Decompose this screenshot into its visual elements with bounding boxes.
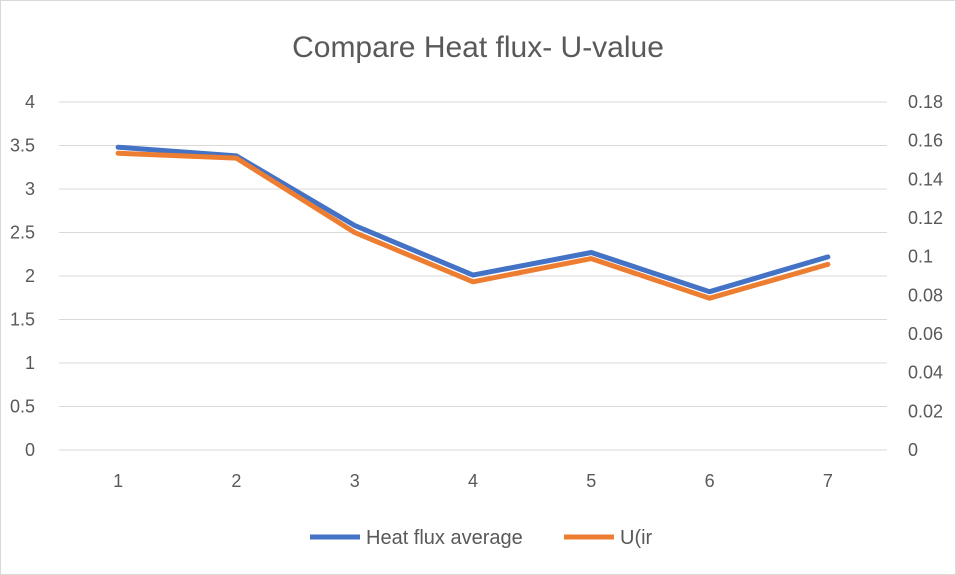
right-tick-label: 0.08 <box>908 285 943 305</box>
right-tick-label: 0.06 <box>908 324 943 344</box>
right-tick-label: 0 <box>908 440 918 460</box>
x-tick-label: 7 <box>823 471 833 491</box>
left-tick-label: 2 <box>25 266 35 286</box>
series-line <box>115 150 831 301</box>
left-tick-label: 4 <box>25 92 35 112</box>
right-tick-label: 0.14 <box>908 169 943 189</box>
right-tick-label: 0.16 <box>908 131 943 151</box>
x-tick-label: 6 <box>705 471 715 491</box>
right-tick-label: 0.1 <box>908 247 933 267</box>
x-tick-label: 4 <box>468 471 478 491</box>
legend-label: Heat flux average <box>366 527 523 549</box>
left-tick-label: 3.5 <box>10 136 35 156</box>
left-tick-label: 3 <box>25 179 35 199</box>
left-tick-label: 0 <box>25 440 35 460</box>
series-line <box>115 144 831 295</box>
left-tick-label: 2.5 <box>10 223 35 243</box>
right-axis-ticks: 0 0.02 0.04 0.06 0.08 0.1 0.12 0.14 0.16 0.18 <box>908 92 943 460</box>
left-tick-label: 1 <box>25 353 35 373</box>
chart-title: Compare Heat flux- U-value <box>292 31 664 64</box>
x-tick-label: 3 <box>350 471 360 491</box>
series-lines <box>115 144 831 301</box>
right-tick-label: 0.04 <box>908 363 943 383</box>
left-tick-label: 0.5 <box>10 397 35 417</box>
right-tick-label: 0.18 <box>908 92 943 112</box>
x-tick-label: 5 <box>586 471 596 491</box>
left-axis-ticks: 0 0.5 1 1.5 2 2.5 3 3.5 4 <box>10 92 35 460</box>
x-tick-label: 1 <box>113 471 123 491</box>
right-tick-label: 0.12 <box>908 208 943 228</box>
left-tick-label: 1.5 <box>10 310 35 330</box>
right-tick-label: 0.02 <box>908 401 943 421</box>
x-tick-label: 2 <box>231 471 241 491</box>
legend: Heat flux average U(ir <box>310 527 653 549</box>
legend-label: U(ir <box>620 527 653 549</box>
x-axis-ticks: 1 2 3 4 5 6 7 <box>113 471 833 491</box>
